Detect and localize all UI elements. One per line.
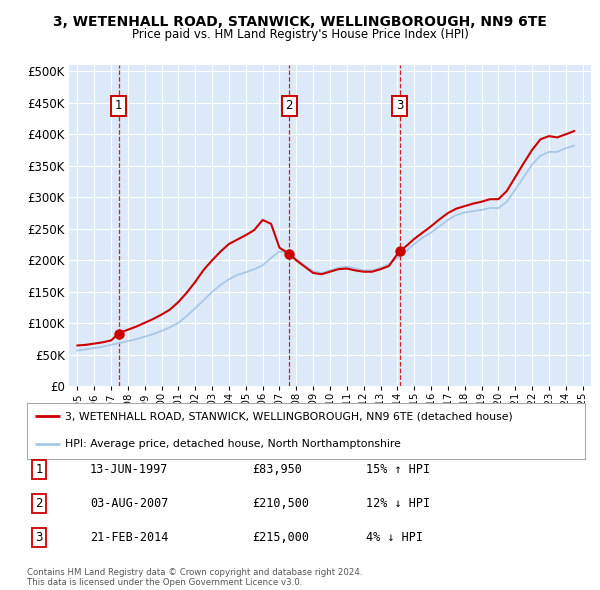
Text: Price paid vs. HM Land Registry's House Price Index (HPI): Price paid vs. HM Land Registry's House …	[131, 28, 469, 41]
Text: £215,000: £215,000	[252, 531, 309, 544]
Text: 3: 3	[396, 99, 403, 112]
Text: £83,950: £83,950	[252, 463, 302, 476]
Text: 21-FEB-2014: 21-FEB-2014	[90, 531, 169, 544]
Text: 13-JUN-1997: 13-JUN-1997	[90, 463, 169, 476]
Text: 15% ↑ HPI: 15% ↑ HPI	[366, 463, 430, 476]
Text: 12% ↓ HPI: 12% ↓ HPI	[366, 497, 430, 510]
Text: 2: 2	[286, 99, 293, 112]
Text: £210,500: £210,500	[252, 497, 309, 510]
Text: Contains HM Land Registry data © Crown copyright and database right 2024.
This d: Contains HM Land Registry data © Crown c…	[27, 568, 362, 587]
Text: 03-AUG-2007: 03-AUG-2007	[90, 497, 169, 510]
Text: 3: 3	[35, 531, 43, 544]
Text: 2: 2	[35, 497, 43, 510]
Text: 3, WETENHALL ROAD, STANWICK, WELLINGBOROUGH, NN9 6TE: 3, WETENHALL ROAD, STANWICK, WELLINGBORO…	[53, 15, 547, 29]
Text: 4% ↓ HPI: 4% ↓ HPI	[366, 531, 423, 544]
Text: 1: 1	[115, 99, 122, 112]
Text: HPI: Average price, detached house, North Northamptonshire: HPI: Average price, detached house, Nort…	[65, 440, 401, 450]
Text: 1: 1	[35, 463, 43, 476]
Text: 3, WETENHALL ROAD, STANWICK, WELLINGBOROUGH, NN9 6TE (detached house): 3, WETENHALL ROAD, STANWICK, WELLINGBORO…	[65, 411, 512, 421]
